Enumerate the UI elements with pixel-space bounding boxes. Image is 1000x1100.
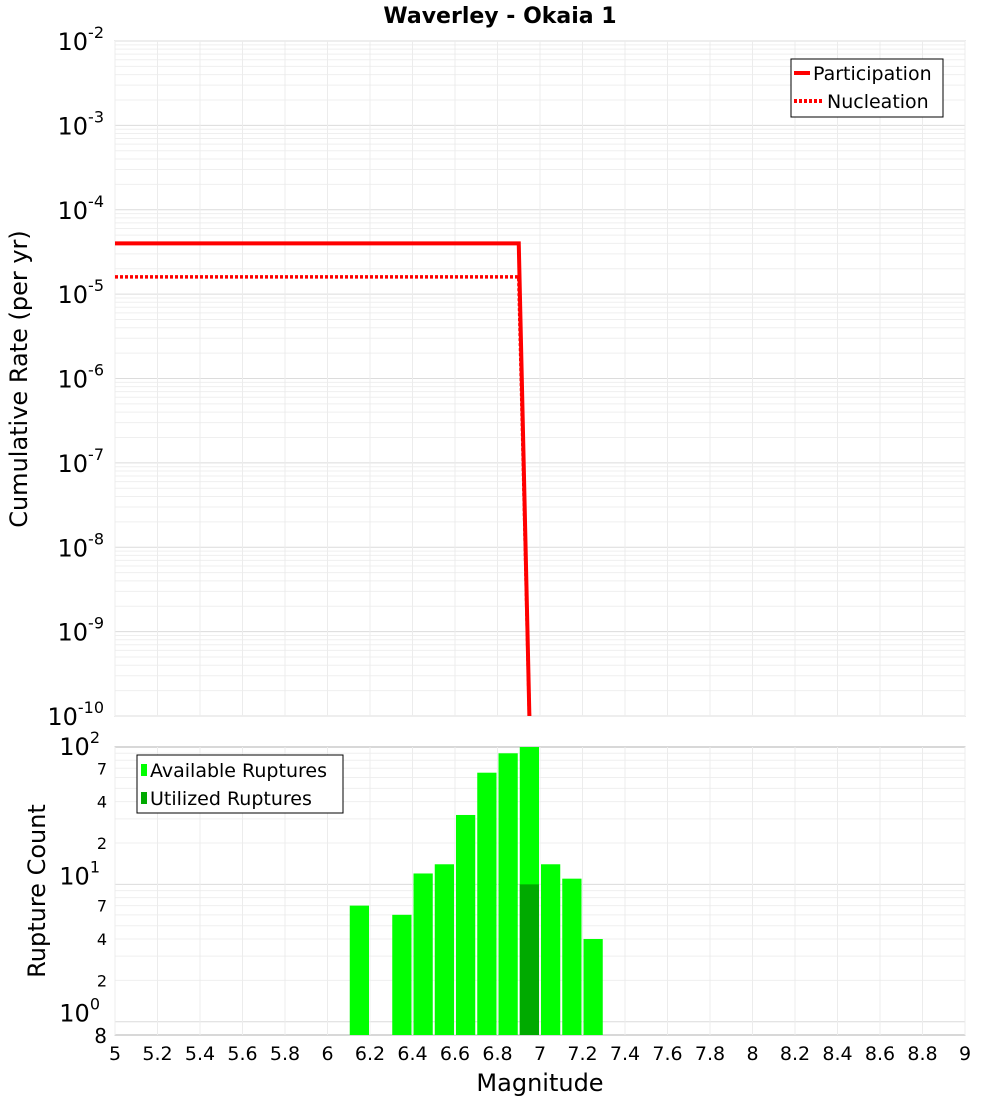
bottom-y-axis-label: Rupture Count: [23, 804, 51, 978]
nucleation-legend-label: Nucleation: [827, 91, 929, 113]
x-tick-label: 6.8: [482, 1043, 512, 1065]
bottom-y-minor-tick-label: 2: [97, 971, 107, 990]
x-tick-label: 5: [109, 1043, 121, 1065]
available-ruptures-bar: [583, 939, 603, 1035]
bottom-legend: Available Ruptures Utilized Ruptures: [136, 754, 344, 814]
bottom-y-major-tick-label: 100: [59, 995, 100, 1028]
top-y-tick-label: 10-5: [58, 276, 105, 309]
top-y-axis-label: Cumulative Rate (per yr): [5, 230, 33, 528]
x-tick-label: 5.2: [142, 1043, 172, 1065]
bottom-y-minor-tick-label: 7: [97, 897, 107, 916]
x-tick-label: 5.8: [270, 1043, 300, 1065]
x-tick-label: 8.6: [865, 1043, 895, 1065]
chart-title: Waverley - Okaia 1: [383, 4, 616, 29]
bottom-legend-box: [136, 754, 344, 814]
available-ruptures-bar: [477, 772, 497, 1035]
top-y-tick-label: 10-3: [58, 107, 105, 140]
available-ruptures-bar: [562, 878, 582, 1035]
top-y-tick-label: 10-7: [58, 445, 105, 478]
x-tick-label: 7.2: [567, 1043, 597, 1065]
top-grid: [114, 40, 966, 717]
nucleation-line: [115, 275, 532, 717]
x-tick-label: 7.6: [652, 1043, 682, 1065]
x-tick-label: 9: [959, 1043, 971, 1065]
bottom-bars: [349, 747, 603, 1035]
bottom-y-minor-tick-label: 2: [97, 834, 107, 853]
utilized-legend-swatch: [141, 792, 147, 804]
available-ruptures-bar: [349, 905, 369, 1035]
available-ruptures-bar: [456, 814, 476, 1035]
utilized-legend-label: Utilized Ruptures: [150, 788, 312, 810]
top-y-tick-label: 10-4: [58, 192, 105, 225]
top-legend-box: [790, 58, 944, 118]
available-ruptures-bar: [392, 914, 412, 1035]
x-tick-label: 7.8: [695, 1043, 725, 1065]
x-tick-label: 8.2: [780, 1043, 810, 1065]
x-tick-label: 5.4: [185, 1043, 215, 1065]
top-y-tick-label: 10-2: [58, 23, 105, 56]
top-y-tick-labels: 10-2 10-3 10-4 10-5 10-6 10-7 10-8 10-9 10-10: [47, 23, 104, 731]
bottom-y-minor-tick-label: 4: [97, 793, 107, 812]
bottom-y-minor-tick-label: 8: [94, 1024, 107, 1048]
x-tick-label: 6.6: [440, 1043, 470, 1065]
x-tick-label: 7.4: [610, 1043, 640, 1065]
x-tick-label: 8: [746, 1043, 758, 1065]
top-y-tick-label: 10-8: [58, 529, 105, 562]
top-legend: Participation Nucleation: [790, 58, 944, 118]
bottom-y-major-tick-label: 102: [59, 728, 100, 761]
x-tick-label: 8.8: [907, 1043, 937, 1065]
bottom-y-minor-tick-label: 7: [97, 759, 107, 778]
x-tick-label: 6.2: [355, 1043, 385, 1065]
available-legend-label: Available Ruptures: [150, 760, 327, 782]
x-tick-label: 6: [321, 1043, 333, 1065]
top-y-tick-label: 10-9: [58, 614, 105, 647]
x-tick-label: 8.4: [822, 1043, 852, 1065]
bottom-y-major-tick-label: 101: [59, 857, 100, 890]
x-tick-label: 5.6: [227, 1043, 257, 1065]
utilized-ruptures-bar: [519, 884, 539, 1035]
x-tick-labels: 5 5.2 5.4 5.6 5.8 6 6.2 6.4 6.6 6.8 7 7.2 7.4 7.6 7.8 8…: [109, 1043, 971, 1065]
x-tick-label: 7: [534, 1043, 546, 1065]
x-tick-label: 6.4: [397, 1043, 427, 1065]
participation-legend-label: Participation: [813, 63, 932, 85]
bottom-y-tick-labels: 102 101 100 7 4 2 7 4 2 8: [59, 728, 107, 1048]
top-y-tick-label: 10-6: [58, 361, 105, 394]
available-ruptures-bar: [413, 873, 433, 1035]
bottom-y-minor-tick-label: 4: [97, 930, 107, 949]
top-series-lines: [115, 241, 532, 717]
top-y-tick-label: 10-10: [47, 698, 104, 731]
available-ruptures-bar: [541, 864, 561, 1035]
available-ruptures-bar: [498, 753, 518, 1035]
x-axis-label: Magnitude: [476, 1069, 603, 1097]
available-ruptures-bar: [434, 864, 454, 1035]
available-legend-swatch: [141, 764, 147, 776]
